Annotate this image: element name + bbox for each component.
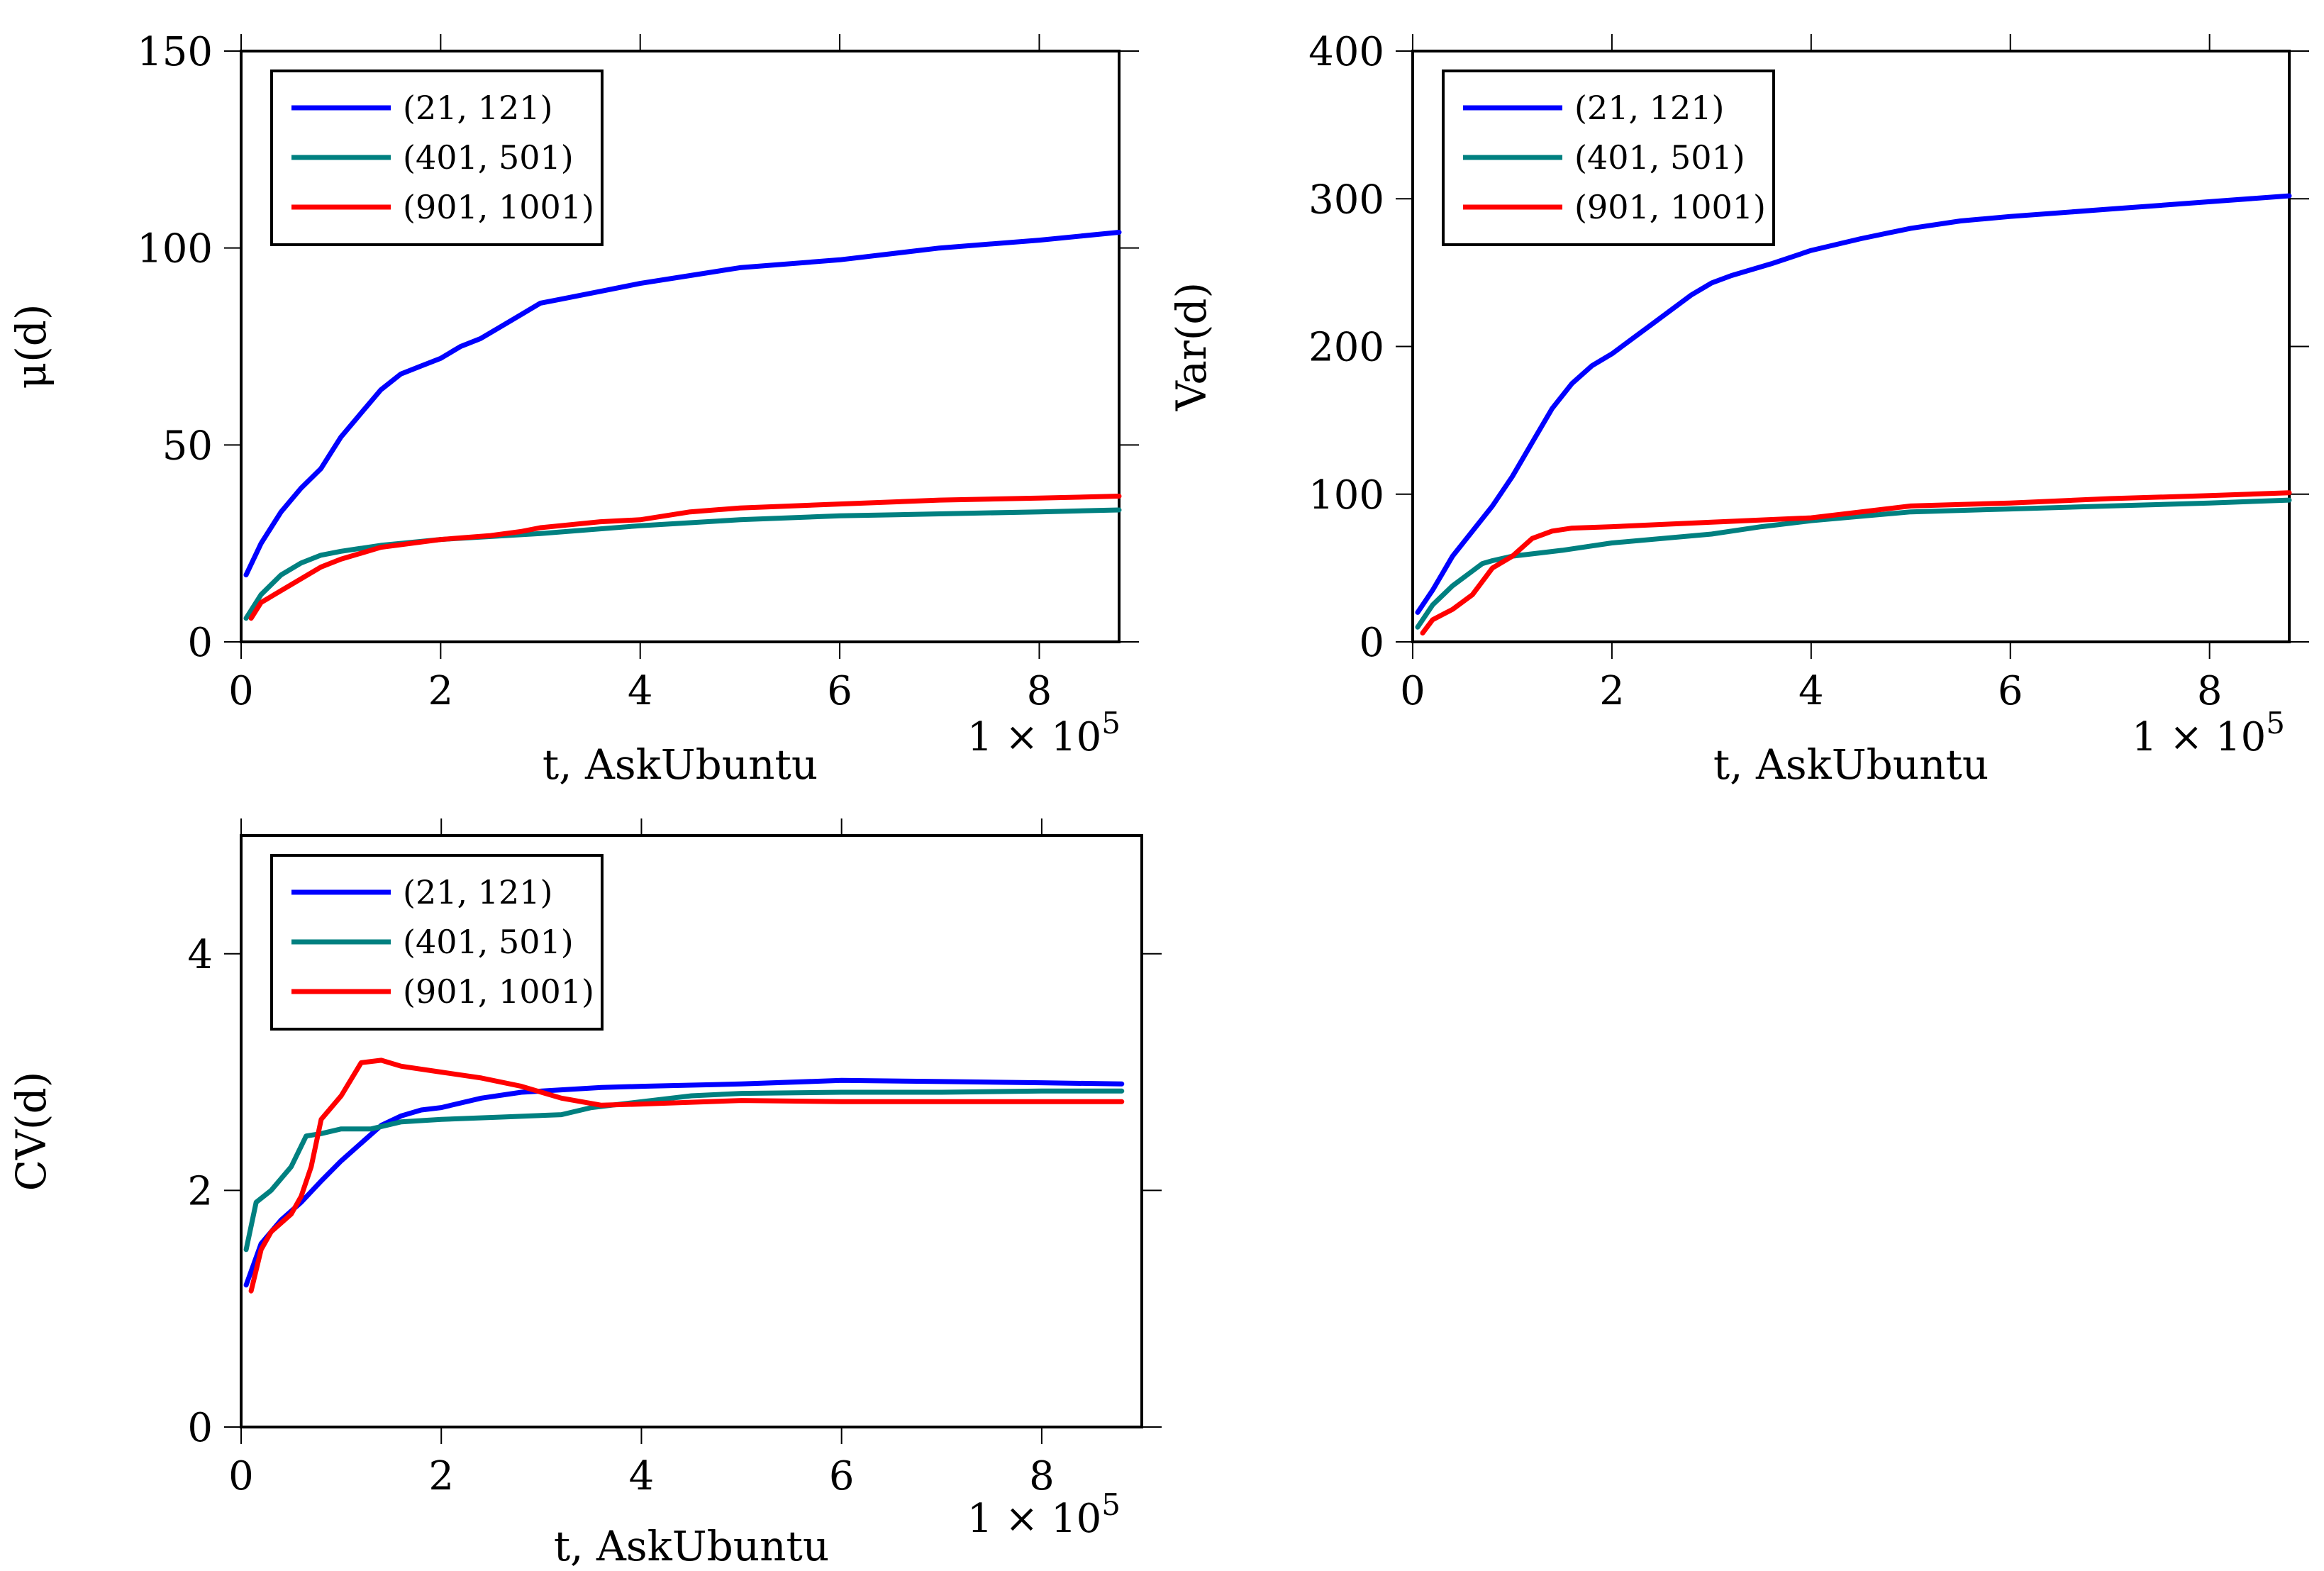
series-line-1 bbox=[243, 230, 1122, 578]
y-tick-label: 100 bbox=[1308, 472, 1384, 518]
plot-area-frame bbox=[240, 834, 1143, 1428]
x-tick-label: 2 bbox=[428, 1453, 454, 1499]
y-tick-label: 300 bbox=[1308, 177, 1384, 223]
legend-label: (901, 1001) bbox=[1574, 188, 1766, 226]
y-tick-label: 50 bbox=[162, 423, 213, 469]
y-tick-label: 0 bbox=[187, 1405, 213, 1451]
y-axis-label: CV(d) bbox=[7, 1072, 55, 1192]
x-tick-label: 4 bbox=[1798, 668, 1824, 714]
legend-label: (21, 121) bbox=[403, 89, 552, 127]
series-line-2 bbox=[243, 1088, 1125, 1253]
x-tick-label: 6 bbox=[827, 668, 852, 714]
legend-label: (401, 501) bbox=[403, 138, 574, 177]
legend-label: (401, 501) bbox=[1574, 138, 1745, 177]
series-line-3 bbox=[1420, 490, 2292, 635]
y-tick-label: 200 bbox=[1308, 325, 1384, 371]
x-tick-label: 8 bbox=[1029, 1453, 1055, 1499]
x-tick-label: 6 bbox=[829, 1453, 855, 1499]
x-multiplier-label: 1 × 105 bbox=[967, 1487, 1121, 1542]
x-tick-label: 0 bbox=[228, 1453, 254, 1499]
legend: (21, 121) (401, 501) (901, 1001) bbox=[1442, 70, 1775, 246]
series-line-1 bbox=[243, 1077, 1125, 1288]
x-multiplier-label: 1 × 105 bbox=[2132, 706, 2285, 760]
y-tick-label: 400 bbox=[1308, 29, 1384, 75]
x-tick-label: 6 bbox=[1998, 668, 2023, 714]
series-line-1 bbox=[1415, 193, 2292, 615]
x-tick-label: 0 bbox=[228, 668, 254, 714]
legend: (21, 121) (401, 501) (901, 1001) bbox=[270, 854, 604, 1031]
x-tick-label: 4 bbox=[628, 668, 653, 714]
chart-panel-2: 0 2 4 6 8 0 100 200 300 400 (21, 121) (401, 501) (90… bbox=[1167, 29, 2309, 789]
x-axis-label: t, AskUbuntu bbox=[554, 1522, 829, 1570]
x-axis-label: t, AskUbuntu bbox=[543, 740, 818, 789]
x-multiplier-label: 1 × 105 bbox=[967, 706, 1121, 760]
y-tick-label: 150 bbox=[137, 29, 213, 75]
chart-panel-1: 0 2 4 6 8 0 50 100 150 (21, 121) (401, 501) (901, 1… bbox=[7, 29, 1139, 789]
x-tick-label: 2 bbox=[1599, 668, 1625, 714]
x-tick-label: 8 bbox=[2197, 668, 2223, 714]
x-tick-label: 0 bbox=[1400, 668, 1425, 714]
series-line-2 bbox=[243, 507, 1122, 621]
y-tick-label: 100 bbox=[137, 226, 213, 272]
y-axis-label: Var(d) bbox=[1167, 282, 1216, 411]
series-line-3 bbox=[248, 494, 1122, 621]
legend-label: (21, 121) bbox=[403, 873, 552, 911]
legend-label: (901, 1001) bbox=[403, 188, 594, 226]
x-axis-label: t, AskUbuntu bbox=[1713, 740, 1989, 789]
chart-panel-3: 0 2 4 6 8 0 2 4 (21, 121) (401, 501) (901, 1001) t,… bbox=[7, 818, 1162, 1570]
x-tick-label: 2 bbox=[428, 668, 454, 714]
x-tick-label: 8 bbox=[1027, 668, 1052, 714]
plot-area-frame bbox=[240, 50, 1121, 643]
legend: (21, 121) (401, 501) (901, 1001) bbox=[270, 70, 604, 246]
legend-label: (21, 121) bbox=[1574, 89, 1724, 127]
legend-label: (901, 1001) bbox=[403, 972, 594, 1011]
y-tick-label: 2 bbox=[187, 1168, 213, 1214]
y-tick-label: 4 bbox=[187, 932, 213, 978]
series-line-2 bbox=[1415, 497, 2292, 630]
y-tick-label: 0 bbox=[1359, 620, 1384, 666]
x-tick-label: 4 bbox=[629, 1453, 655, 1499]
legend-label: (401, 501) bbox=[403, 923, 574, 961]
series-line-3 bbox=[248, 1057, 1125, 1294]
y-tick-label: 0 bbox=[187, 620, 213, 666]
y-axis-label: μ(d) bbox=[7, 304, 55, 389]
